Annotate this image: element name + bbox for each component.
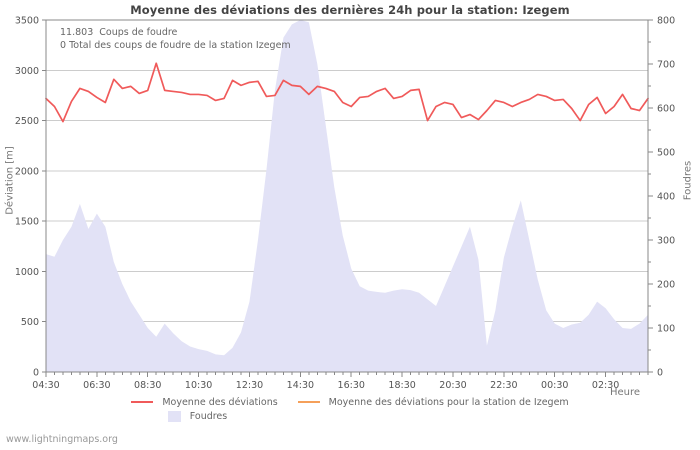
legend-item-lightning[interactable]: Foudres (163, 410, 228, 422)
legend-label-lightning: Foudres (189, 410, 228, 422)
svg-text:2500: 2500 (15, 116, 39, 127)
legend-item-deviation[interactable]: Moyenne des déviations (131, 396, 278, 408)
x-axis-label: Heure (610, 387, 641, 398)
svg-text:800: 800 (657, 16, 675, 27)
svg-text:3000: 3000 (15, 66, 39, 77)
y-axis-label-left: Déviation [m] (4, 146, 16, 215)
legend-row-secondary: Foudres (0, 409, 700, 423)
svg-text:0: 0 (657, 368, 663, 379)
svg-text:22:30: 22:30 (490, 380, 517, 391)
svg-text:100: 100 (657, 324, 675, 335)
legend-label-station-deviation: Moyenne des déviations pour la station d… (328, 396, 569, 408)
svg-text:00:30: 00:30 (541, 380, 568, 391)
svg-text:600: 600 (657, 104, 675, 115)
legend-line-swatch-deviation (131, 401, 154, 403)
legend-label-deviation: Moyenne des déviations (162, 396, 278, 408)
svg-text:700: 700 (657, 60, 675, 71)
svg-text:02:30: 02:30 (592, 380, 619, 391)
chart-legend: Moyenne des déviations Moyenne des dévia… (0, 395, 700, 423)
svg-text:14:30: 14:30 (287, 380, 314, 391)
svg-text:04:30: 04:30 (32, 380, 59, 391)
svg-text:06:30: 06:30 (83, 380, 110, 391)
svg-text:3500: 3500 (15, 16, 39, 27)
footer-attribution: www.lightningmaps.org (6, 434, 118, 445)
svg-text:20:30: 20:30 (439, 380, 466, 391)
svg-text:0: 0 (33, 368, 39, 379)
svg-text:2000: 2000 (15, 166, 39, 177)
svg-text:10:30: 10:30 (185, 380, 212, 391)
legend-area-swatch-lightning (167, 410, 181, 422)
svg-text:08:30: 08:30 (134, 380, 161, 391)
svg-text:16:30: 16:30 (338, 380, 365, 391)
svg-text:200: 200 (657, 280, 675, 291)
legend-row-primary: Moyenne des déviations Moyenne des dévia… (0, 395, 700, 409)
svg-text:400: 400 (657, 192, 675, 203)
svg-text:18:30: 18:30 (388, 380, 415, 391)
legend-item-station-deviation[interactable]: Moyenne des déviations pour la station d… (297, 396, 569, 408)
svg-text:1500: 1500 (15, 217, 39, 228)
y-axis-label-right: Foudres (682, 160, 694, 201)
svg-text:500: 500 (657, 148, 675, 159)
svg-text:12:30: 12:30 (236, 380, 263, 391)
svg-text:300: 300 (657, 236, 675, 247)
svg-text:500: 500 (21, 317, 39, 328)
legend-line-swatch-station (297, 401, 320, 403)
svg-text:1000: 1000 (15, 267, 39, 278)
chart-title: Moyenne des déviations des dernières 24h… (130, 3, 570, 17)
